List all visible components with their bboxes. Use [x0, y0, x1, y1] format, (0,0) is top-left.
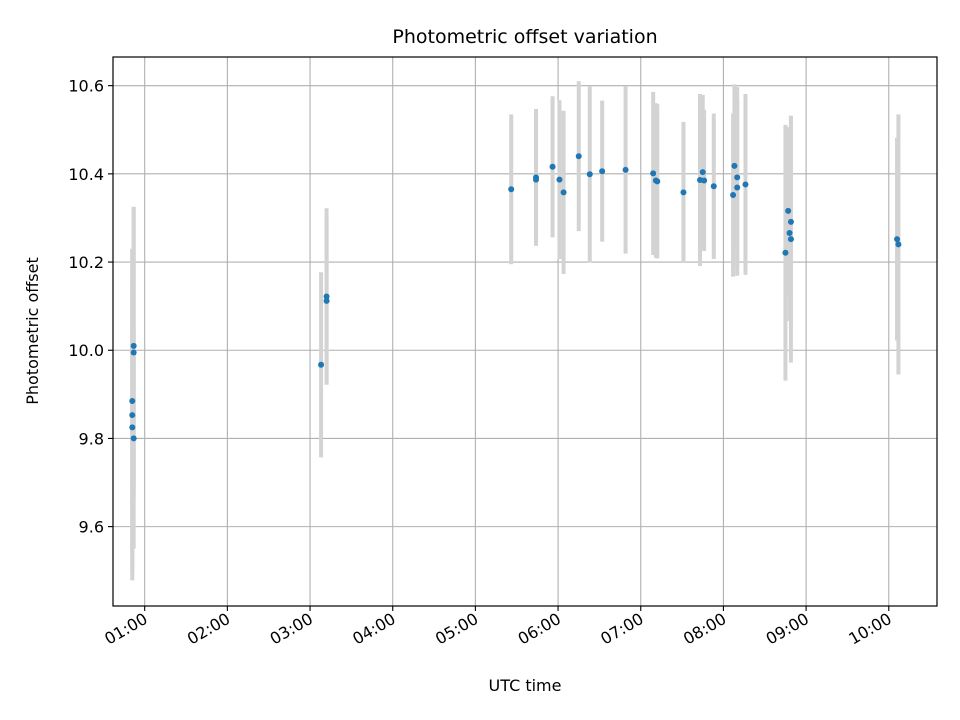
x-axis-title: UTC time — [489, 676, 562, 695]
data-point — [622, 166, 629, 173]
data-point — [129, 397, 136, 404]
y-tick-label: 9.8 — [79, 429, 104, 448]
data-point — [680, 189, 687, 196]
data-point — [701, 177, 708, 184]
data-point — [560, 189, 567, 196]
data-point — [782, 249, 789, 256]
data-point — [599, 168, 606, 175]
data-point — [787, 236, 794, 243]
y-axis: 9.6 9.8 10.0 10.2 10.4 10.6 — [68, 77, 113, 537]
data-point — [710, 183, 717, 190]
data-point — [129, 412, 136, 419]
data-point — [654, 178, 661, 185]
data-point — [786, 229, 793, 236]
data-point — [323, 293, 330, 300]
y-axis-title: Photometric offset — [23, 257, 42, 405]
plot-frame — [112, 56, 938, 607]
data-point — [650, 170, 657, 177]
data-point — [785, 207, 792, 214]
y-tick-label: 10.4 — [68, 165, 104, 184]
data-point — [895, 241, 902, 248]
data-point — [731, 162, 738, 169]
data-point — [508, 186, 515, 193]
data-point — [734, 184, 741, 191]
data-point — [734, 174, 741, 181]
y-tick-label: 10.6 — [68, 77, 104, 96]
y-tick-label: 10.2 — [68, 253, 104, 272]
data-point — [323, 297, 330, 304]
data-point — [129, 424, 136, 431]
data-point — [575, 153, 582, 160]
data-point — [130, 349, 137, 356]
data-point — [318, 361, 325, 368]
data-point — [742, 181, 749, 188]
data-point — [130, 342, 137, 349]
data-point — [533, 176, 540, 183]
data-point — [549, 163, 556, 170]
data-point — [130, 435, 137, 442]
chart-title: Photometric offset variation — [392, 26, 657, 48]
data-point — [699, 169, 706, 176]
data-point — [586, 171, 593, 178]
y-tick-label: 9.6 — [79, 518, 104, 537]
data-point — [556, 176, 563, 183]
data-points — [129, 153, 902, 442]
y-tick-label: 10.0 — [68, 341, 104, 360]
data-point — [894, 236, 901, 243]
data-point — [730, 192, 737, 199]
data-point — [787, 218, 794, 225]
